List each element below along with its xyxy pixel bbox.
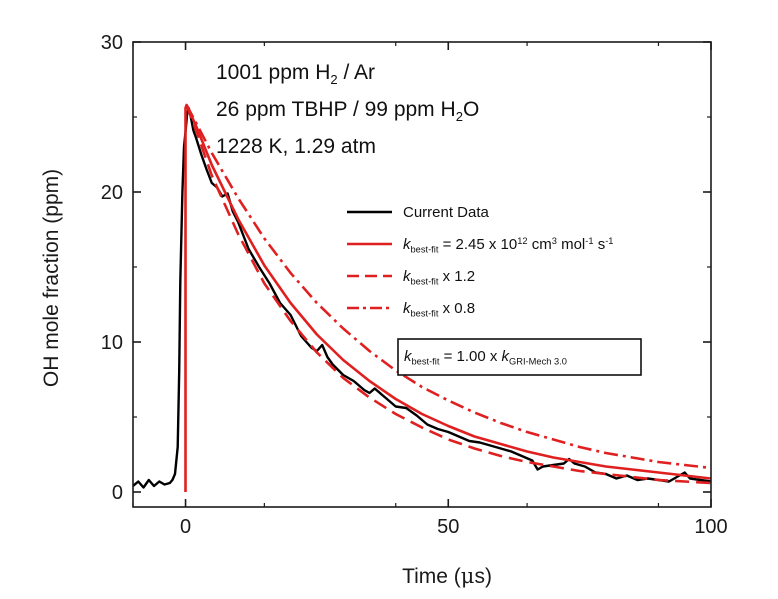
y-tick-label: 30 xyxy=(101,32,123,54)
series-line-1 xyxy=(184,103,711,492)
legend: Current Data kbest-fit = 2.45 x 1012 cm3 … xyxy=(347,204,613,319)
y-tick-label: 0 xyxy=(112,482,123,504)
boxed-note: kbest-fit = 1.00 x kGRI-Mech 3.0 xyxy=(397,338,642,376)
x-tick-label: 0 xyxy=(180,516,191,538)
condition-line-0: 1001 ppm H2 / Ar xyxy=(216,61,375,87)
x-axis-title: Time (μs) xyxy=(402,564,492,588)
note-box xyxy=(397,338,642,376)
y-tick-label: 10 xyxy=(101,332,123,354)
plot-area-frame xyxy=(132,41,712,508)
tick-labels: 0 50 100 0 10 20 30 xyxy=(101,32,728,538)
series-line-3 xyxy=(185,104,711,470)
note-text: kbest-fit = 1.00 x kGRI-Mech 3.0 xyxy=(404,348,567,367)
legend-label-3: kbest-fit x 0.8 xyxy=(403,300,475,319)
condition-line-2: 1228 K, 1.29 atm xyxy=(216,135,376,158)
series-line-0 xyxy=(133,106,711,489)
legend-label-0: Current Data xyxy=(403,204,490,221)
condition-annotations: 1001 ppm H2 / Ar 26 ppm TBHP / 99 ppm H2O… xyxy=(216,61,479,158)
condition-line-1: 26 ppm TBHP / 99 ppm H2O xyxy=(216,98,479,124)
x-tick-label: 50 xyxy=(437,516,459,538)
y-tick-label: 20 xyxy=(101,182,123,204)
series-line-2 xyxy=(185,104,711,485)
series-layer xyxy=(133,103,711,492)
axis-ticks xyxy=(132,41,712,507)
legend-label-1: kbest-fit = 2.45 x 1012 cm3 mol-1 s-1 xyxy=(403,236,613,255)
y-axis-title: OH mole fraction (ppm) xyxy=(40,169,63,387)
x-tick-label: 100 xyxy=(694,516,727,538)
legend-label-2: kbest-fit x 1.2 xyxy=(403,268,475,287)
